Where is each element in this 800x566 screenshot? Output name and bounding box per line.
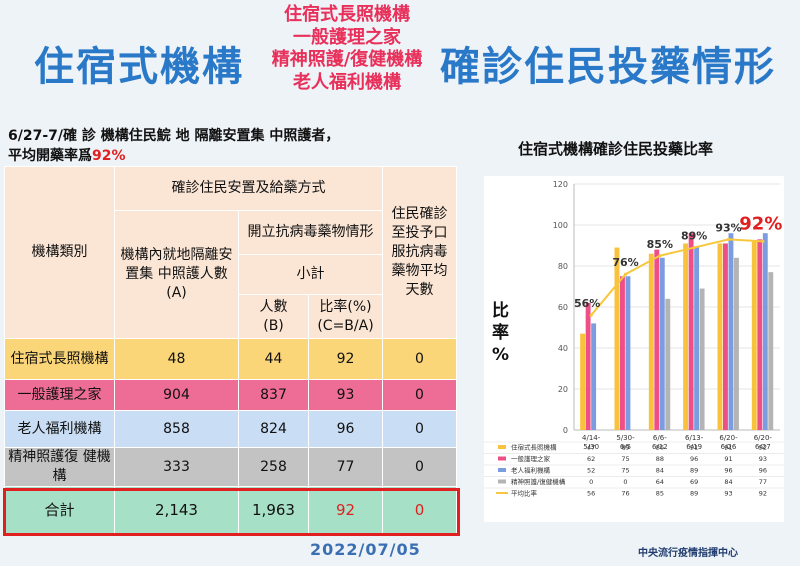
total-b: 1,963 (238, 486, 309, 534)
intro-prefix: 平均開藥率爲 (8, 148, 92, 164)
row-name: 一般護理之家 (4, 379, 115, 411)
header-subtotal: 小計 (238, 254, 383, 295)
total-c: 92 (308, 486, 383, 534)
title-right: 確診住民投藥情形 (440, 44, 776, 90)
intro-line-2: 平均開藥率爲92% (8, 146, 448, 166)
row-b: 258 (238, 447, 309, 487)
row-name: 老人福利機構 (4, 410, 115, 448)
title-institution-list: 住宿式長照機構 一般護理之家 精神照護/復健機構 老人福利機構 (252, 4, 442, 94)
row-c: 93 (308, 379, 383, 411)
header-inhouse: 機構內就地隔離安置集 中照護人數 (A) (114, 210, 239, 339)
table-row: 一般護理之家 904 837 93 0 (4, 379, 457, 411)
row-a: 48 (114, 338, 239, 380)
row-b: 837 (238, 379, 309, 411)
row-d: 0 (382, 338, 457, 380)
total-a: 2,143 (114, 486, 239, 534)
title-mid-line-1: 住宿式長照機構 (284, 4, 410, 25)
row-name: 精神照護復 健機構 (4, 447, 115, 487)
row-a: 333 (114, 447, 239, 487)
header-group: 確診住民安置及給藥方式 (114, 166, 383, 211)
intro-text: 6/27-7/確 診 機構住民鯇 地 隔離安置集 中照護者， 平均開藥率爲92% (8, 126, 448, 166)
table-row: 精神照護復 健機構 333 258 77 0 (4, 447, 457, 487)
header-antiviral: 開立抗病毒藥物情形 (238, 210, 383, 255)
header-category: 機構類別 (4, 166, 115, 339)
ylabel-char-3: % (492, 345, 510, 365)
chart-panel (484, 176, 784, 522)
ylabel-char-1: 比 (492, 301, 509, 321)
chart-ylabel: 比 率 % (492, 300, 509, 366)
header-days: 住民確診至投予口服抗病毒藥物平均天數 (382, 166, 457, 339)
row-b: 44 (238, 338, 309, 380)
medication-table: 機構類別 確診住民安置及給藥方式 住民確診至投予口服抗病毒藥物平均天數 機構內就… (4, 166, 457, 534)
date-label: 2022/07/05 (310, 540, 421, 559)
row-a: 858 (114, 410, 239, 448)
row-c: 96 (308, 410, 383, 448)
title-mid-line-2: 一般護理之家 (293, 26, 401, 48)
row-c: 77 (308, 447, 383, 487)
total-name: 合計 (4, 486, 115, 534)
table-row: 住宿式長照機構 48 44 92 0 (4, 338, 457, 380)
chart-title: 住宿式機構確診住民投藥比率 (518, 140, 714, 158)
title-left: 住宿式機構 (34, 44, 244, 90)
row-a: 904 (114, 379, 239, 411)
source-label: 中央流行疫情指揮中心 (638, 548, 738, 559)
title-mid-line-4: 老人福利機構 (293, 71, 401, 93)
intro-value: 92% (92, 148, 126, 164)
total-d: 0 (382, 486, 457, 534)
ylabel-char-2: 率 (492, 323, 509, 343)
title-mid-line-3: 精神照護/復健機構 (271, 49, 423, 70)
row-d: 0 (382, 379, 457, 411)
row-b: 824 (238, 410, 309, 448)
header-ratio: 比率(%) (C=B/A) (308, 294, 383, 339)
row-d: 0 (382, 410, 457, 448)
row-c: 92 (308, 338, 383, 380)
header-count: 人數 (B) (238, 294, 309, 339)
table-row: 老人福利機構 858 824 96 0 (4, 410, 457, 448)
row-name: 住宿式長照機構 (4, 338, 115, 380)
row-d: 0 (382, 447, 457, 487)
intro-line-1: 6/27-7/確 診 機構住民鯇 地 隔離安置集 中照護者， (8, 128, 340, 144)
table-row-total: 合計 2,143 1,963 92 0 (4, 486, 457, 534)
